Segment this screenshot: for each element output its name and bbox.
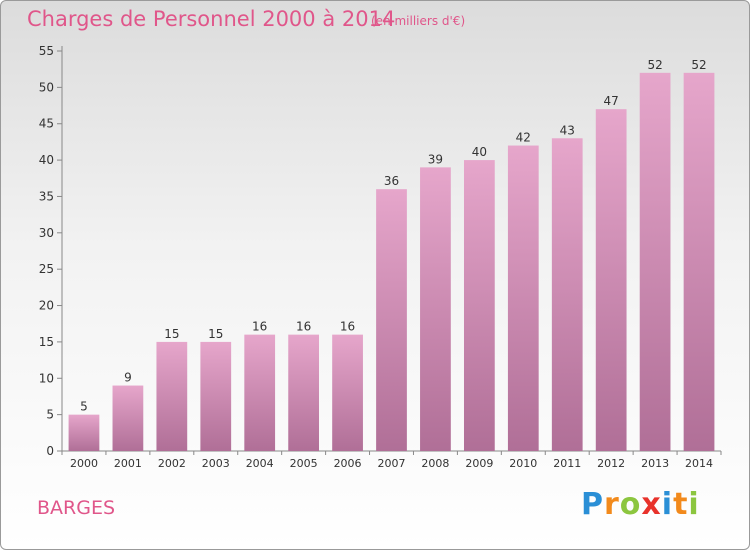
bar (463, 160, 495, 451)
x-tick-label: 2012 (597, 457, 625, 470)
data-label: 16 (252, 320, 267, 334)
x-tick-label: 2000 (70, 457, 98, 470)
logo-letter: i (661, 487, 674, 522)
y-tick-label: 0 (46, 444, 54, 458)
commune-name: BARGES (37, 497, 116, 519)
y-tick-label: 20 (39, 299, 54, 313)
bar (332, 334, 363, 451)
data-label: 9 (124, 371, 132, 385)
x-tick-label: 2005 (290, 457, 318, 470)
y-tick-label: 40 (39, 153, 54, 167)
data-label: 43 (560, 123, 575, 137)
x-tick-label: 2006 (334, 457, 362, 470)
logo-letter: o (619, 487, 642, 522)
bar (507, 145, 539, 451)
bar (376, 189, 407, 451)
data-label: 15 (164, 327, 179, 341)
data-label: 52 (647, 58, 662, 72)
data-label: 5 (80, 400, 88, 414)
data-label: 16 (340, 320, 355, 334)
data-label: 52 (691, 58, 706, 72)
logo-letter: x (641, 487, 662, 522)
x-tick-label: 2001 (114, 457, 142, 470)
logo-letter: t (673, 487, 689, 522)
bar (551, 138, 583, 452)
y-tick-label: 45 (39, 117, 54, 131)
data-label: 39 (428, 152, 443, 166)
y-tick-label: 35 (39, 189, 54, 203)
bar (595, 109, 627, 451)
x-tick-label: 2014 (685, 457, 713, 470)
bar (639, 72, 671, 452)
y-tick-label: 15 (39, 335, 54, 349)
x-tick-label: 2009 (465, 457, 493, 470)
chart-subtitle: (en milliers d'€) (371, 14, 466, 28)
x-tick-label: 2007 (378, 457, 406, 470)
logo-letter: i (688, 487, 700, 522)
data-label: 36 (384, 174, 399, 188)
data-label: 15 (208, 327, 223, 341)
data-label: 16 (296, 320, 311, 334)
y-tick-label: 10 (39, 371, 54, 385)
x-tick-label: 2002 (158, 457, 186, 470)
bar (200, 341, 232, 451)
bar (244, 334, 276, 451)
x-tick-label: 2003 (202, 457, 230, 470)
x-tick-label: 2011 (553, 457, 581, 470)
x-tick-label: 2004 (246, 457, 274, 470)
x-tick-label: 2013 (641, 457, 669, 470)
bar (420, 167, 451, 451)
y-tick-label: 50 (39, 80, 54, 94)
y-tick-label: 55 (39, 44, 54, 58)
bar (683, 72, 715, 452)
data-label: 42 (516, 131, 531, 145)
proxiti-logo: Proxiti (581, 487, 700, 522)
logo-letter: r (604, 487, 620, 522)
bar (112, 385, 144, 451)
bar (288, 334, 320, 451)
chart-title: Charges de Personnel 2000 à 2014 (27, 7, 396, 31)
bar (156, 341, 188, 451)
x-tick-label: 2008 (421, 457, 449, 470)
bar (68, 414, 100, 451)
data-label: 47 (604, 94, 619, 108)
data-label: 40 (472, 145, 487, 159)
logo-letter: P (581, 487, 604, 522)
y-tick-label: 25 (39, 262, 54, 276)
x-tick-label: 2010 (509, 457, 537, 470)
y-tick-label: 30 (39, 226, 54, 240)
y-tick-label: 5 (46, 408, 54, 422)
